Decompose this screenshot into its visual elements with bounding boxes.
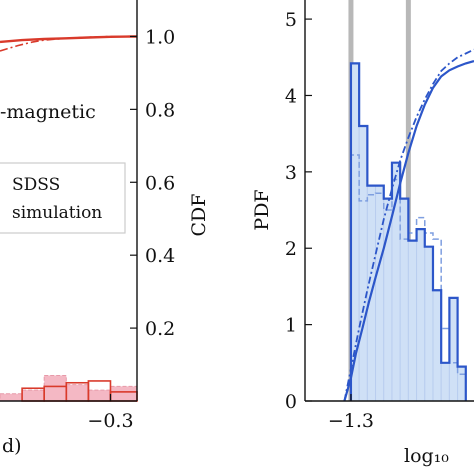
left-hist-bar-sdss-0 xyxy=(0,393,23,402)
left-x-tick-label-0: −0.3 xyxy=(87,410,133,432)
right-x-axis-label: log₁₀ xyxy=(404,445,449,467)
right-cdf-line-sim xyxy=(343,48,474,402)
right-y-axis-label: PDF xyxy=(251,189,273,230)
left-hist-bar-sdss-5 xyxy=(109,385,138,402)
left-y-tick-label-4: 1.0 xyxy=(145,26,175,48)
right-hist-bar-sdss-3 xyxy=(375,185,385,402)
right-panel: 0 1 2 3 4 5 −1.3 PDF log₁₀ xyxy=(251,0,474,467)
right-hist-outline-sdss xyxy=(349,62,467,401)
left-hist-bar-sdss-4 xyxy=(87,389,111,402)
right-x-tick-label-0: −1.3 xyxy=(328,410,374,432)
left-y-tick-label-2: 0.6 xyxy=(145,172,175,194)
right-cdf-line-sdss xyxy=(343,60,474,402)
right-hist-bar-sdss-11 xyxy=(440,362,450,402)
left-hist-bar-sdss-2 xyxy=(43,374,67,402)
right-hist-bar-sdss-6 xyxy=(399,198,409,402)
right-y-tick-label-0: 0 xyxy=(285,391,297,413)
left-cdf-line-sim xyxy=(0,35,137,52)
left-y-tick-label-3: 0.8 xyxy=(145,99,175,121)
left-y-tick-label-0: 0.2 xyxy=(145,318,175,340)
left-y-tick-label-1: 0.4 xyxy=(145,245,175,267)
right-hist-bar-sdss-12 xyxy=(448,297,459,402)
right-hist-bar-sdss-7 xyxy=(407,240,418,402)
right-y-tick-label-3: 3 xyxy=(285,162,297,184)
left-panel: 0.2 0.4 0.6 0.8 1.0 −0.3 -magnetic SDSS simul… xyxy=(0,0,210,457)
right-y-tick-label-4: 4 xyxy=(285,85,297,107)
left-x-axis-label: d) xyxy=(2,435,22,457)
right-hist-bar-sdss-13 xyxy=(457,366,467,402)
legend-entry-simulation: simulation xyxy=(12,203,102,223)
legend: SDSS simulation xyxy=(0,162,126,234)
right-hist-bar-sdss-10 xyxy=(432,289,442,402)
left-hist-bar-sdss-3 xyxy=(65,384,89,402)
left-right-y-axis-label: CDF xyxy=(188,194,210,237)
right-y-tick-label-1: 1 xyxy=(285,315,297,337)
left-hist-bar-sdss-1 xyxy=(21,389,45,402)
right-hist-bar-sdss-9 xyxy=(424,246,434,402)
left-cdf-line-sdss xyxy=(0,35,137,44)
left-annotation: -magnetic xyxy=(0,101,96,123)
right-y-tick-label-5: 5 xyxy=(285,9,297,31)
right-hist-bar-sdss-8 xyxy=(416,228,426,402)
right-y-tick-label-2: 2 xyxy=(285,238,297,260)
right-hist-bar-sdss-1 xyxy=(358,125,368,402)
legend-entry-sdss: SDSS xyxy=(12,175,60,195)
legend-box xyxy=(0,162,126,234)
